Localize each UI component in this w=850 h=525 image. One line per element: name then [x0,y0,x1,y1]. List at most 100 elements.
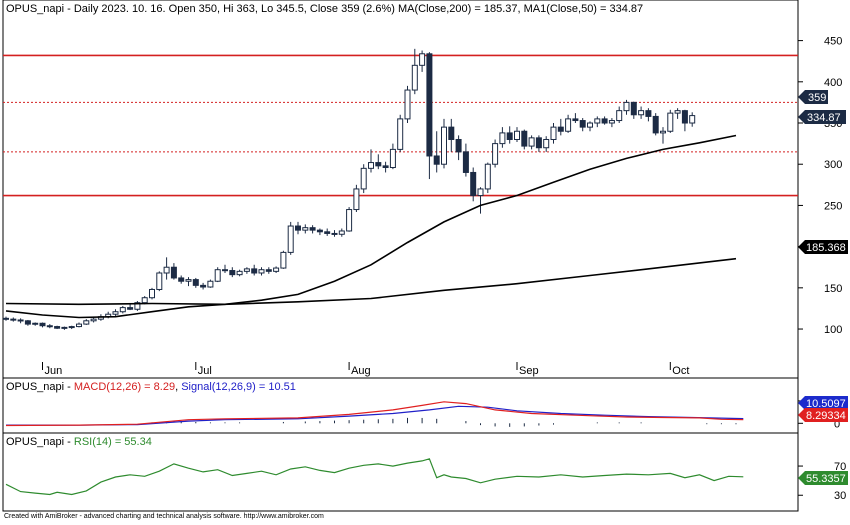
candle-body [17,319,24,322]
rsi-tag-bg [798,471,848,485]
candle-body [83,320,90,325]
candle-body [660,130,666,134]
candle-body [61,326,68,329]
candle-body [192,279,199,286]
macd-line [5,401,744,427]
close-price-label: 359 [808,92,826,104]
candle-body [543,138,550,149]
candle-body [324,231,331,234]
macd-tag: 8.29334 [798,408,848,422]
candle-body [346,209,353,232]
candle-body [368,162,374,169]
candle-body [236,270,243,276]
candle-body [251,268,258,274]
candle-body [411,64,418,91]
price-tick-label: 100 [824,324,842,336]
ma200-tag-bg [798,240,848,254]
ma200-label: 185.368 [806,242,846,254]
candle-body [331,232,338,235]
rsi-tick-label: 70 [834,461,846,473]
price-tick-label: 450 [824,36,842,48]
candle-body [652,115,659,134]
candle-body [419,53,426,66]
candle-body [273,267,280,272]
candle-body [667,112,674,132]
candle-body [462,151,469,173]
rsi-pane [2,432,799,512]
candle-body [170,266,177,279]
candle-body [119,307,126,313]
candle-body [630,101,637,116]
month-label: Oct [672,365,689,377]
candle-body [222,269,228,272]
candle-body [163,266,170,274]
month-label: Sep [519,365,539,377]
candle-body [200,284,207,288]
candle-body [214,269,221,282]
month-label: Jul [198,365,212,377]
candle-body [287,225,294,253]
candle-body [134,302,141,310]
candle-body [514,130,520,140]
candle-body [10,318,17,321]
candle-body [689,115,696,124]
candle-body [280,251,287,269]
month-label: Aug [351,365,371,377]
month-label: Jun [45,365,63,377]
candle-body [587,122,593,128]
candle-body [448,126,455,140]
price-tick-label: 300 [824,159,842,171]
candle-body [309,227,316,231]
candle-body [492,143,499,165]
candle-body [178,277,185,282]
macd-header-prefix: OPUS_napi - [6,381,74,393]
price-tick-label: 150 [824,283,842,295]
candle-body [608,120,615,124]
candle-body [360,167,367,190]
candle-body [375,162,382,167]
rsi-header-prefix: OPUS_napi - [6,436,74,448]
candle-body [535,137,542,149]
candle-body [32,322,39,325]
candle-body [90,318,97,322]
candle-body [243,268,250,272]
rsi-label: 55.3357 [806,473,846,485]
candle-body [470,171,477,197]
candle-body [46,325,53,328]
candle-body [645,110,652,117]
candle-body [185,279,192,282]
signal-label: 10.5097 [806,398,846,410]
rsi-header-rsi: RSI(14) = 55.34 [74,436,152,448]
candle-body [565,118,572,132]
candle-body [302,227,309,231]
candle-body [550,126,557,140]
candle-body [265,269,272,272]
candle-body [76,323,82,328]
signal-tag-bg [798,396,848,410]
candle-body [601,118,608,124]
candle-body [455,138,462,153]
candle-body [499,132,506,145]
signal-line [6,405,744,426]
candle-body [638,110,645,116]
candle-body [295,225,301,231]
candle-body [616,110,623,122]
ma50-tag-bg [798,110,846,124]
rsi-line [5,458,744,496]
candle-body [39,322,46,327]
candle-body [594,118,601,124]
price-header: OPUS_napi - Daily 2023. 10. 16. Open 350… [6,3,643,15]
candle-body [382,165,389,169]
candle-body [258,269,265,274]
macd-header-signal: Signal(12,26,9) = 10.51 [181,381,296,393]
candle-body [557,126,564,132]
candle-body [477,188,484,197]
candle-body [229,270,236,276]
candle-body [674,110,681,114]
candle-body [24,320,31,325]
candle-body [579,120,586,128]
ma50-tag: 334.87 [798,110,846,124]
candle-body [141,297,148,304]
